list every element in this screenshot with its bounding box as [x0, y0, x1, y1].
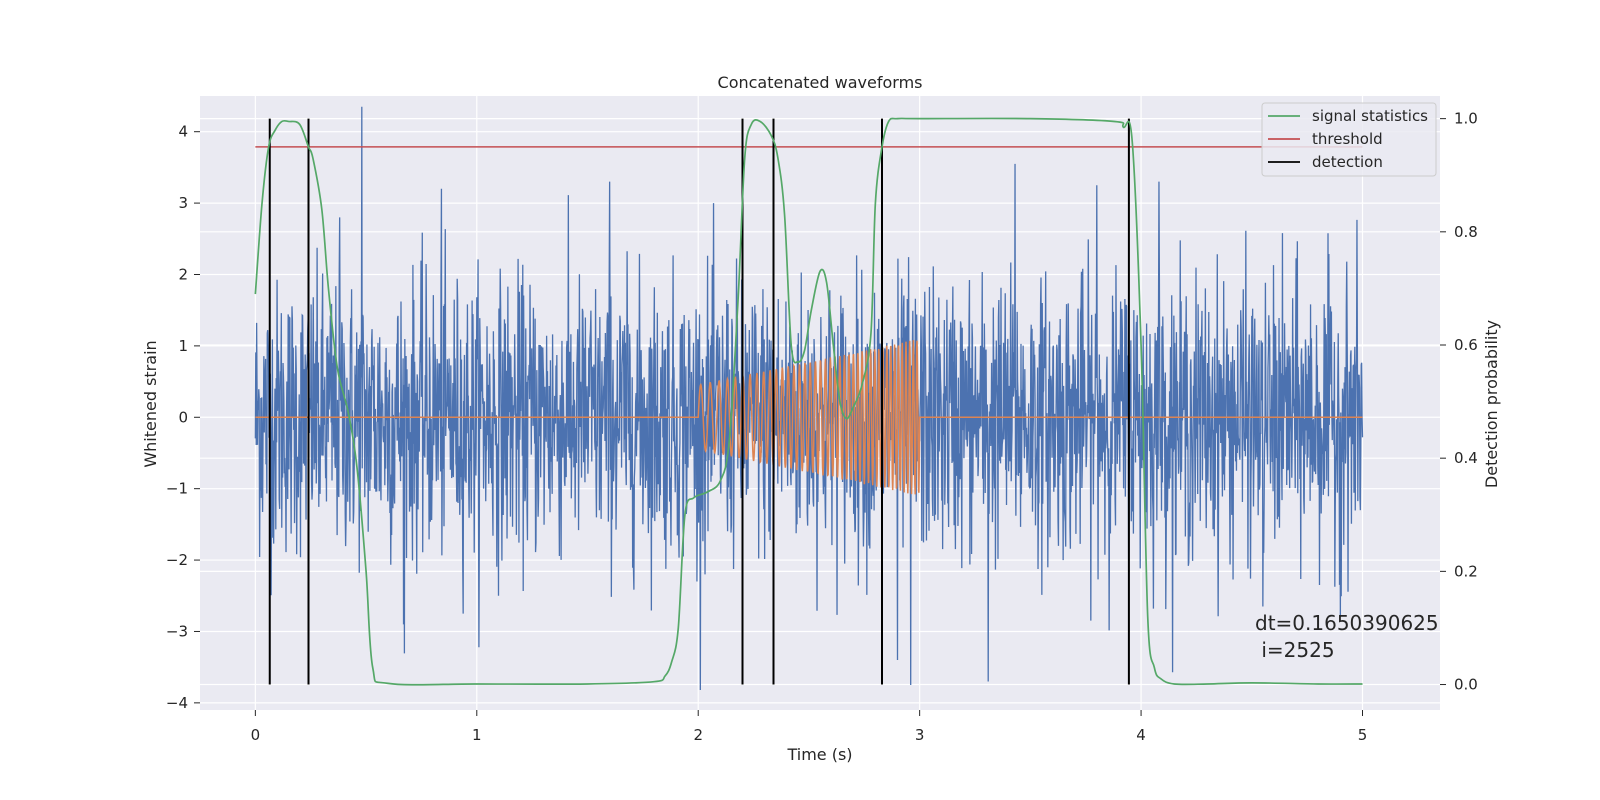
y-axis-label-right: Detection probability: [1482, 320, 1501, 488]
legend: signal statistics threshold detection: [1261, 102, 1437, 177]
y-tick-label-left: 4: [178, 123, 188, 141]
grid-right: [200, 118, 1440, 686]
y-tick-label-left: −4: [166, 694, 188, 712]
x-tick-label: 0: [251, 726, 261, 744]
signal-statistics-line: [254, 117, 1363, 686]
injection-series-line: [255, 340, 1363, 495]
x-tick-label: 4: [1136, 726, 1146, 744]
chart-title: Concatenated waveforms: [718, 73, 923, 92]
legend-label-threshold: threshold: [1312, 130, 1383, 148]
y-tick-label-right: 0.0: [1454, 676, 1478, 694]
y-tick-label-left: 0: [178, 408, 188, 426]
y-tick-label-left: −1: [166, 480, 188, 498]
y-tick-label-right: 0.4: [1454, 449, 1478, 467]
y-tick-label-right: 0.2: [1454, 562, 1478, 580]
y-tick-label-right: 0.8: [1454, 223, 1478, 241]
y-tick-label-left: 1: [178, 337, 188, 355]
y-tick-label-left: −3: [166, 622, 188, 640]
y-tick-label-right: 1.0: [1454, 110, 1478, 128]
legend-label-detection: detection: [1312, 153, 1383, 171]
y-axis-label-left: Whitened strain: [141, 340, 160, 467]
y-tick-label-right: 0.6: [1454, 336, 1478, 354]
y-tick-label-left: 3: [178, 194, 188, 212]
y-tick-labels-right: 0.0 0.2 0.4 0.6 0.8 1.0: [1440, 110, 1478, 694]
x-axis-label: Time (s): [786, 745, 852, 764]
legend-box: [1261, 102, 1437, 177]
x-tick-label: 5: [1358, 726, 1368, 744]
annotation-dt: dt=0.1650390625: [1255, 611, 1439, 635]
y-tick-labels-left: −4 −3 −2 −1 0 1 2 3 4: [166, 123, 200, 712]
annotation-i: i=2525: [1255, 638, 1335, 662]
x-tick-label: 1: [472, 726, 482, 744]
x-tick-label: 3: [915, 726, 925, 744]
legend-label-signal-statistics: signal statistics: [1312, 107, 1428, 125]
x-tick-label: 2: [693, 726, 703, 744]
x-tick-labels: 0 1 2 3 4 5: [251, 710, 1368, 744]
y-tick-label-left: −2: [166, 551, 188, 569]
y-tick-label-left: 2: [178, 265, 188, 283]
